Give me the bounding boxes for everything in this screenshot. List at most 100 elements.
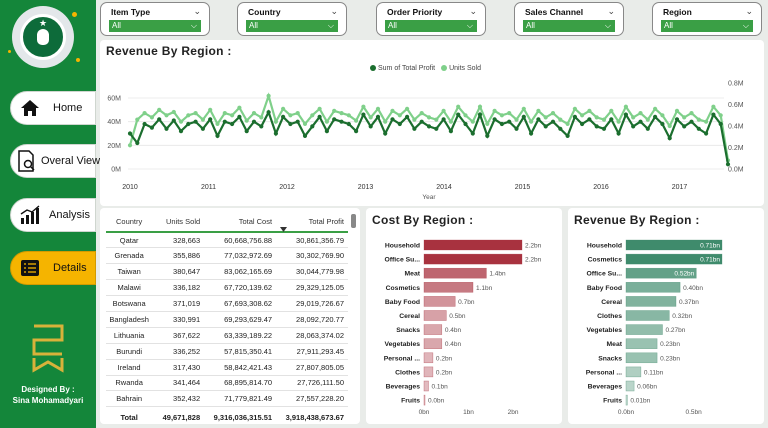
units-line-point[interactable] <box>157 107 162 112</box>
units-line-point[interactable] <box>178 119 184 124</box>
units-line-point[interactable] <box>645 117 650 122</box>
units-line-point[interactable] <box>281 106 286 111</box>
bar[interactable] <box>423 338 443 349</box>
profit-line-point[interactable] <box>631 124 636 129</box>
profit-line-point[interactable] <box>580 121 585 127</box>
profit-line-point[interactable] <box>244 129 249 134</box>
profit-line-point[interactable] <box>623 112 629 117</box>
profit-line-point[interactable] <box>434 126 439 131</box>
units-line-point[interactable] <box>587 108 592 113</box>
chevron-down-icon[interactable]: ⌄ <box>193 6 201 16</box>
units-line-point[interactable] <box>514 117 519 122</box>
slicer-dropdown[interactable]: All ⌵ <box>661 20 753 32</box>
units-line-point[interactable] <box>499 113 504 118</box>
nav-home-button[interactable]: Home <box>10 91 96 125</box>
bar[interactable] <box>625 394 628 406</box>
profit-line-point[interactable] <box>653 114 658 119</box>
nav-overal-view-button[interactable]: Overal View <box>10 144 100 178</box>
chevron-down-icon[interactable]: ⌄ <box>469 6 477 16</box>
units-line-point[interactable] <box>565 121 570 126</box>
table-row[interactable]: Bangladesh 330,991 69,293,629.47 28,092,720… <box>106 311 348 328</box>
units-line-point[interactable] <box>456 104 461 109</box>
slicer-dropdown[interactable]: All ⌵ <box>523 20 615 32</box>
profit-line-point[interactable] <box>682 124 687 129</box>
profit-line-point[interactable] <box>200 126 205 131</box>
bar[interactable] <box>625 239 723 251</box>
profit-line-point[interactable] <box>157 117 162 122</box>
profit-line-point[interactable] <box>426 124 432 129</box>
units-line-point[interactable] <box>536 108 541 113</box>
profit-line-point[interactable] <box>288 121 293 127</box>
profit-line-point[interactable] <box>456 112 461 117</box>
legend-profit[interactable]: Sum of Total Profit <box>370 65 435 72</box>
profit-line-point[interactable] <box>470 131 475 136</box>
slicer-dropdown[interactable]: All ⌵ <box>109 20 201 32</box>
units-line-point[interactable] <box>135 117 140 122</box>
slicer-dropdown[interactable]: All ⌵ <box>385 20 477 32</box>
units-line-point[interactable] <box>572 106 577 111</box>
bar[interactable] <box>423 324 443 335</box>
units-line-point[interactable] <box>704 119 709 124</box>
profit-line-point[interactable] <box>711 112 716 117</box>
table-row[interactable]: Malawi 336,182 67,720,139.62 29,329,125.05 <box>106 279 348 297</box>
bar[interactable] <box>625 267 697 279</box>
profit-line-point[interactable] <box>361 112 366 117</box>
header-country[interactable]: Country <box>106 212 157 233</box>
profit-line-point[interactable] <box>339 119 344 124</box>
profit-line-point[interactable] <box>529 131 534 136</box>
units-line-point[interactable] <box>550 111 556 116</box>
profit-line-point[interactable] <box>346 121 351 127</box>
units-line-point[interactable] <box>346 113 351 118</box>
bar[interactable] <box>423 267 487 279</box>
units-line-point[interactable] <box>521 106 526 111</box>
table-row[interactable]: Taiwan 380,647 83,062,165.69 30,044,779.98 <box>106 263 348 281</box>
units-line-point[interactable] <box>463 113 468 118</box>
profit-line-point[interactable] <box>142 121 147 127</box>
units-line-point[interactable] <box>397 113 402 118</box>
units-line-point[interactable] <box>543 115 548 120</box>
table-row[interactable]: Botswana 371,019 67,693,308.62 29,019,726.6… <box>106 295 348 312</box>
units-line-point[interactable] <box>383 119 388 124</box>
units-line-point[interactable] <box>711 104 716 109</box>
units-line-point[interactable] <box>470 119 475 124</box>
bar[interactable] <box>423 282 474 293</box>
bar[interactable] <box>625 338 658 349</box>
units-line-point[interactable] <box>441 108 446 113</box>
profit-line-point[interactable] <box>550 119 556 124</box>
bar[interactable] <box>625 352 658 364</box>
header-total-profit[interactable]: Total Profit <box>276 212 348 233</box>
bar[interactable] <box>423 296 456 307</box>
units-line-point[interactable] <box>485 121 490 126</box>
bar[interactable] <box>625 310 670 321</box>
profit-line-point[interactable] <box>259 124 264 129</box>
profit-line-point[interactable] <box>667 136 672 141</box>
chevron-down-icon[interactable]: ⌄ <box>745 6 753 16</box>
profit-line-point[interactable] <box>704 131 709 136</box>
cost-bar-chart[interactable]: Household 2.2bn Office Su... 2.2bn Meat 1.4bn… <box>366 208 562 424</box>
units-line-point[interactable] <box>623 104 629 109</box>
profit-line-point[interactable] <box>609 117 614 122</box>
units-line-point[interactable] <box>200 117 205 122</box>
profit-line-point[interactable] <box>448 129 453 134</box>
profit-line-point[interactable] <box>164 126 169 131</box>
bar[interactable] <box>625 253 723 265</box>
profit-line-point[interactable] <box>594 124 599 129</box>
units-line-point[interactable] <box>259 115 264 120</box>
profit-line-point[interactable] <box>689 119 694 124</box>
profit-line-point[interactable] <box>383 131 388 136</box>
profit-line-point[interactable] <box>412 126 417 131</box>
units-line-point[interactable] <box>302 121 308 126</box>
units-line-point[interactable] <box>682 115 687 120</box>
units-line-point[interactable] <box>558 117 563 122</box>
units-line-point[interactable] <box>361 104 366 109</box>
profit-line-point[interactable] <box>310 124 315 129</box>
profit-line-point[interactable] <box>441 117 446 122</box>
chevron-down-icon[interactable]: ⌄ <box>330 6 338 16</box>
profit-line-point[interactable] <box>368 124 373 129</box>
bar[interactable] <box>423 380 429 392</box>
units-line-point[interactable] <box>266 93 271 98</box>
profit-line-point[interactable] <box>375 114 381 119</box>
slicer-dropdown[interactable]: All ⌵ <box>246 20 338 32</box>
bar[interactable] <box>625 282 681 293</box>
profit-line-point[interactable] <box>135 140 140 146</box>
